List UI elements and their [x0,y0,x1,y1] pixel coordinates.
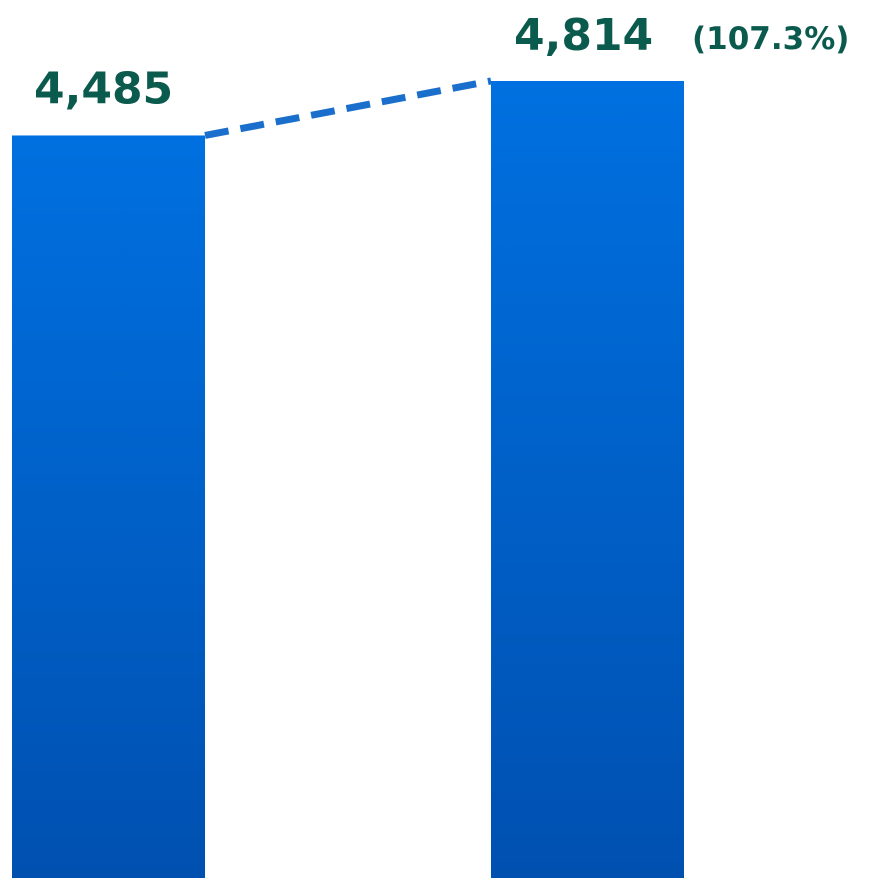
bar-value-label-2: 4,814 [514,10,653,61]
trend-line [204,77,492,139]
bar-2 [491,81,684,878]
bar-value-label-1: 4,485 [34,63,173,114]
bar-1 [12,135,205,878]
value-labels: 4,485 4,814 (107.3%) [34,10,849,114]
bars [12,81,684,878]
growth-percentage-label: (107.3%) [692,21,849,57]
